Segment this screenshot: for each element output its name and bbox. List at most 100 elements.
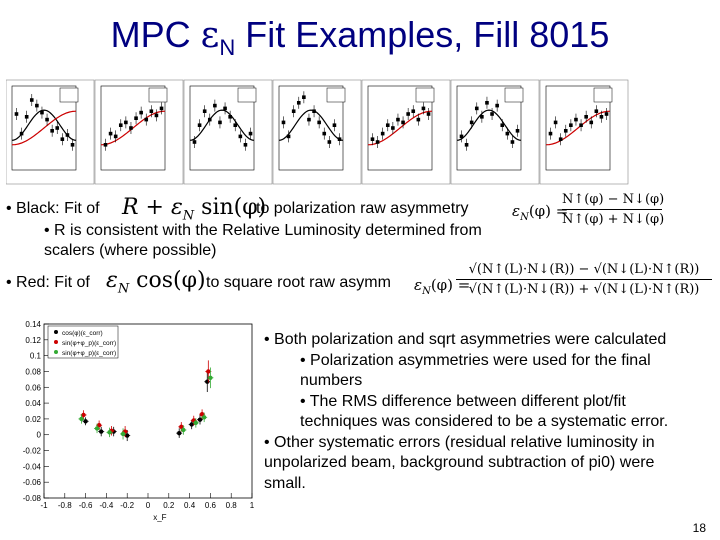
panel-point (281, 120, 286, 125)
formula-raw-eps: ε (512, 202, 521, 220)
data-point (79, 416, 84, 422)
fit-panel (539, 79, 629, 185)
panel-axes (189, 85, 255, 171)
panel-point (139, 110, 143, 115)
stat-box (504, 87, 524, 103)
panel-point (322, 131, 327, 136)
y-tick-label: 0.1 (30, 352, 42, 361)
panel-point (296, 101, 301, 105)
formula-red-a: ε (106, 268, 118, 293)
formula-raw-den: N↑(φ) + N↓(φ) (562, 212, 665, 227)
panel-point (459, 134, 464, 139)
bullet-black-sub1: • R is consistent with the Relative Lumi… (44, 222, 482, 239)
data-point (94, 426, 100, 431)
y-tick-label: -0.04 (23, 462, 42, 471)
panel-point (103, 143, 108, 147)
panel-point (327, 140, 332, 144)
panel-point (594, 109, 599, 113)
bullet-line: small. (264, 474, 306, 492)
bullet-line: • Other systematic errors (residual rela… (264, 433, 655, 451)
legend-marker (54, 330, 58, 334)
panel-point (45, 117, 49, 122)
panel-point (35, 103, 39, 108)
panel-point (312, 109, 316, 113)
fit-curve-red (100, 110, 166, 146)
legend-label: cos(φ)(ε_corr) (62, 330, 103, 337)
stat-box (148, 87, 168, 103)
panel-point (411, 109, 416, 113)
formula-sqrt-eps-arg: (φ) = (430, 276, 471, 294)
bullet-black-sub2: scalers (where possible) (44, 242, 217, 259)
bullet-black-suffix: to polarization raw asymmetry (256, 200, 469, 217)
stat-box (415, 87, 435, 103)
formula-sqrt-label: εN(φ) = (414, 276, 470, 297)
title-epsilon: ε (200, 15, 220, 56)
x-tick-label: -1 (40, 501, 48, 510)
x-tick-label: 0.8 (226, 501, 238, 510)
panel-point (574, 117, 578, 122)
panel-point (124, 120, 128, 125)
formula-black-fit: R + εN sin(φ) (122, 195, 266, 223)
y-tick-label: -0.08 (23, 494, 42, 503)
fit-curve-black (189, 109, 255, 141)
x-tick-label: 1 (250, 501, 255, 510)
panel-point (129, 126, 133, 130)
bullet-line: • The RMS difference between different p… (300, 392, 626, 410)
bullet-red-prefix: • Red: Fit of (6, 274, 90, 291)
slide-title: MPC εN Fit Examples, Fill 8015 (0, 14, 720, 61)
y-tick-label: -0.06 (23, 478, 42, 487)
panel-frame (183, 79, 273, 185)
y-tick-label: 0.14 (25, 320, 41, 329)
data-point (181, 427, 186, 433)
panel-axes (456, 85, 522, 171)
data-point (179, 424, 184, 430)
legend-box (47, 325, 119, 359)
panel-point (248, 131, 253, 136)
panel-frame (94, 79, 184, 185)
stat-box (593, 87, 613, 103)
formula-red-b: cos(φ) (129, 268, 206, 293)
panel-point (515, 129, 520, 133)
data-point (96, 423, 102, 428)
x-axis-label: x_F (153, 513, 166, 522)
y-tick-label: -0.02 (23, 447, 42, 456)
panel-point (500, 123, 505, 127)
fit-panel (361, 79, 451, 185)
panel-point (286, 134, 291, 139)
panel-point (589, 120, 594, 125)
fit-panel (450, 79, 540, 185)
x-tick-label: 0.4 (184, 501, 196, 510)
formula-sqrt-bar (456, 279, 712, 280)
fit-panel (94, 79, 184, 185)
panel-point (118, 123, 123, 127)
legend-marker (54, 340, 58, 344)
panel-point (480, 115, 484, 119)
stat-box (326, 87, 346, 103)
panel-point (553, 120, 558, 125)
formula-raw-fraction: N↑(φ) − N↓(φ) N↑(φ) + N↓(φ) (562, 192, 665, 227)
title-prefix: MPC (110, 14, 201, 55)
bullet-line: • Both polarization and sqrt asymmetries… (264, 331, 667, 348)
panel-point (154, 113, 159, 118)
data-point (205, 379, 210, 384)
panel-point (65, 133, 70, 137)
y-tick-label: 0.08 (25, 367, 41, 376)
stat-box (59, 87, 79, 103)
panel-point (604, 112, 609, 116)
panel-point (192, 140, 197, 144)
data-point (120, 431, 126, 437)
data-point (206, 369, 211, 374)
panel-point (332, 123, 337, 127)
panel-axes (545, 85, 611, 171)
panel-point (24, 115, 29, 119)
fit-curve-red (11, 110, 77, 146)
panel-point (317, 120, 321, 125)
data-point (177, 430, 182, 436)
data-point (99, 429, 104, 434)
bullet-line: unpolarized beam, background subtraction… (264, 454, 655, 471)
title-suffix: Fit Examples, Fill 8015 (235, 14, 610, 55)
panel-axes (11, 85, 77, 171)
panel-point (474, 106, 479, 111)
panel-frame (450, 79, 540, 185)
legend-label: sin(φ+φ_p)(ε_corr) (62, 350, 116, 357)
